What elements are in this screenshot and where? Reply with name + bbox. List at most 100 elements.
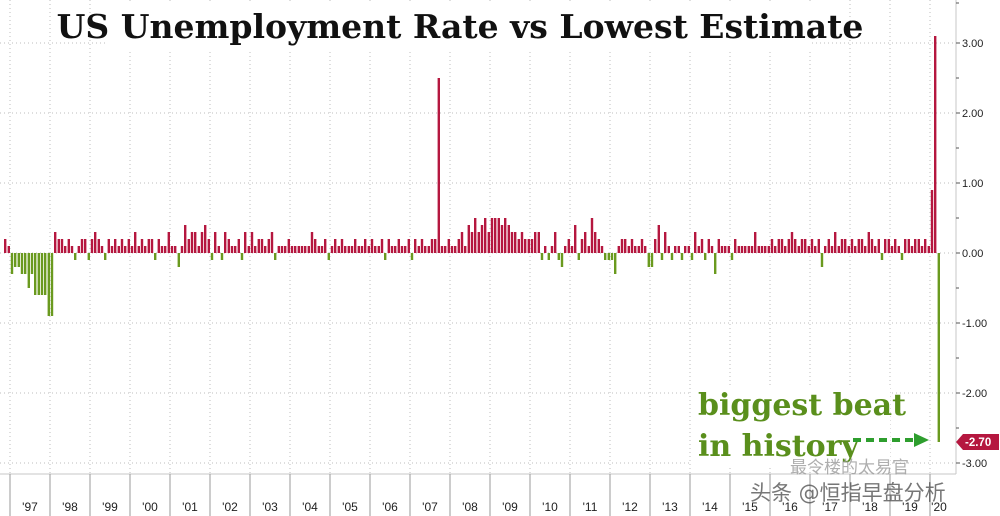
x-tick-label: '00 <box>142 500 158 514</box>
bar <box>571 246 573 253</box>
bar <box>444 246 446 253</box>
bar <box>468 225 470 253</box>
bar <box>518 239 520 253</box>
bar <box>144 246 146 253</box>
bar <box>348 246 350 253</box>
bar <box>578 253 580 260</box>
bar <box>901 253 903 260</box>
bar <box>281 246 283 253</box>
bar <box>198 246 200 253</box>
bar <box>138 246 140 253</box>
bar <box>171 246 173 253</box>
bar <box>424 246 426 253</box>
bar <box>598 239 600 253</box>
bar <box>431 239 433 253</box>
bar <box>18 253 20 267</box>
x-tick-label: '04 <box>302 500 318 514</box>
bar <box>511 232 513 253</box>
bar <box>358 246 360 253</box>
bar <box>871 239 873 253</box>
bar <box>928 246 930 253</box>
bar <box>131 246 133 253</box>
bar <box>4 239 6 253</box>
bar <box>361 246 363 253</box>
bar <box>151 239 153 253</box>
last-value-tag: -2.70 <box>956 434 999 450</box>
bar <box>631 239 633 253</box>
bar <box>158 239 160 253</box>
bar <box>291 246 293 253</box>
bar <box>478 232 480 253</box>
bar <box>731 253 733 260</box>
bar <box>211 253 213 260</box>
bar <box>14 253 16 267</box>
bar <box>481 225 483 253</box>
x-tick-label: '01 <box>182 500 198 514</box>
bar <box>154 253 156 260</box>
bar <box>88 253 90 260</box>
bar <box>698 246 700 253</box>
bar <box>174 246 176 253</box>
bar <box>564 246 566 253</box>
bar <box>738 246 740 253</box>
bar <box>391 246 393 253</box>
bar <box>841 239 843 253</box>
bar <box>224 232 226 253</box>
bar <box>64 246 66 253</box>
bar <box>128 239 130 253</box>
bar <box>861 239 863 253</box>
bar <box>741 246 743 253</box>
bar <box>768 246 770 253</box>
bar <box>794 239 796 253</box>
bar <box>11 253 13 274</box>
bar <box>838 246 840 253</box>
bar <box>381 239 383 253</box>
bar <box>758 246 760 253</box>
bar <box>464 246 466 253</box>
bar <box>804 239 806 253</box>
bar <box>278 246 280 253</box>
bar <box>454 246 456 253</box>
x-tick-label: '12 <box>622 500 638 514</box>
bar <box>554 232 556 253</box>
bar <box>434 239 436 253</box>
bar <box>268 239 270 253</box>
bar <box>314 239 316 253</box>
bar <box>61 239 63 253</box>
bar <box>778 239 780 253</box>
bar <box>884 239 886 253</box>
bar <box>924 239 926 253</box>
bar <box>931 190 933 253</box>
bar <box>688 246 690 253</box>
bar <box>601 246 603 253</box>
bar <box>254 246 256 253</box>
bar <box>874 246 876 253</box>
y-tick-label: 2.00 <box>962 108 983 120</box>
bar <box>398 239 400 253</box>
bar <box>898 246 900 253</box>
bar <box>654 239 656 253</box>
bar <box>641 239 643 253</box>
bar <box>371 239 373 253</box>
bar <box>608 253 610 260</box>
bar <box>508 225 510 253</box>
bar <box>484 218 486 253</box>
bar <box>868 232 870 253</box>
bar <box>824 246 826 253</box>
bar <box>544 246 546 253</box>
bar <box>471 232 473 253</box>
watermark-top: 最令楼的太易官 <box>790 458 909 478</box>
x-tick-label: '06 <box>382 500 398 514</box>
bar <box>888 239 890 253</box>
bar <box>751 246 753 253</box>
bar <box>638 246 640 253</box>
bar <box>904 239 906 253</box>
bar <box>21 253 23 274</box>
bar <box>618 246 620 253</box>
bar <box>614 253 616 274</box>
bar <box>214 232 216 253</box>
bar <box>784 246 786 253</box>
bar <box>694 232 696 253</box>
bar <box>124 246 126 253</box>
bar <box>201 232 203 253</box>
